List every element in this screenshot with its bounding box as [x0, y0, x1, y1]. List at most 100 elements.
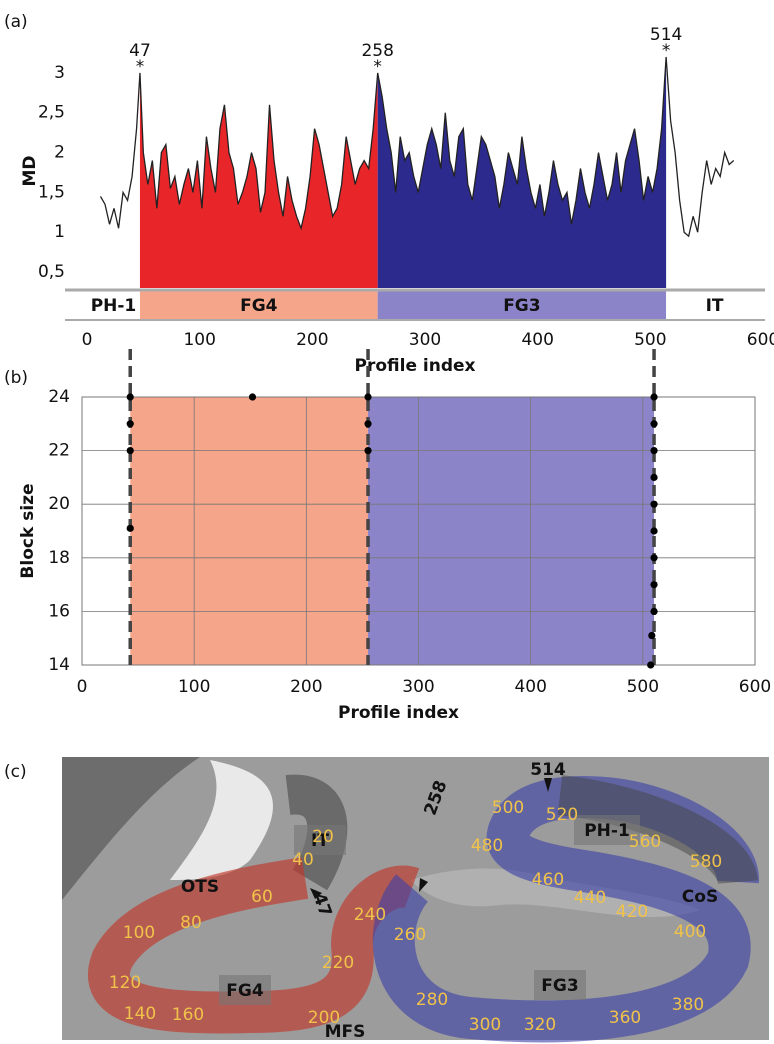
x-tick-label: 0 — [77, 677, 88, 697]
it-ribbon — [285, 774, 348, 891]
region-band — [87, 290, 140, 320]
label-box — [534, 970, 586, 1000]
region-shade — [368, 397, 655, 665]
x-tick-label: 200 — [290, 677, 322, 697]
point — [126, 420, 134, 428]
region-band — [666, 290, 763, 320]
white-matter — [410, 868, 700, 917]
index-label: 500 — [492, 798, 524, 818]
x-axis-title: Profile index — [338, 703, 459, 723]
index-label: 240 — [354, 905, 386, 925]
y-tick-label: 16 — [48, 601, 70, 621]
peak-star: * — [136, 57, 145, 77]
arrowhead — [419, 878, 428, 892]
region-label: FG3 — [503, 296, 540, 316]
label-box — [294, 825, 346, 855]
region-label: FG3 — [541, 976, 578, 996]
point — [650, 554, 658, 562]
index-label: 480 — [471, 836, 503, 856]
point — [650, 447, 658, 455]
index-label: 200 — [308, 1008, 340, 1028]
peak-star: * — [373, 57, 382, 77]
index-label: 520 — [546, 805, 578, 825]
point — [364, 393, 372, 401]
x-tick-label: 100 — [183, 330, 215, 350]
point — [648, 631, 656, 640]
region-shade — [130, 397, 369, 665]
ph1-ribbon — [557, 775, 758, 887]
point — [650, 607, 658, 616]
y-tick-label: 3 — [54, 63, 65, 83]
index-label: 420 — [616, 902, 648, 922]
index-label: 140 — [124, 1004, 156, 1024]
x-tick-label: 200 — [296, 330, 328, 350]
point — [126, 524, 134, 532]
peak-star: * — [662, 41, 671, 61]
index-label: 400 — [674, 922, 706, 942]
y-tick-label: 1 — [54, 222, 65, 242]
plot-border — [81, 396, 756, 666]
x-tick-label: 300 — [409, 330, 441, 350]
index-label: 560 — [629, 832, 661, 852]
index-label: 380 — [672, 995, 704, 1015]
index-label: 280 — [416, 990, 448, 1010]
point — [364, 420, 372, 428]
brain-image — [62, 757, 769, 1043]
x-tick-label: 0 — [82, 330, 93, 350]
y-axis-title: MD — [20, 155, 40, 186]
region-label: FG4 — [240, 296, 278, 316]
index-label: 580 — [690, 852, 722, 872]
y-tick-label: 2,5 — [38, 103, 65, 123]
area-fill — [139, 72, 378, 288]
index-label: 260 — [394, 925, 426, 945]
point — [650, 527, 658, 535]
y-tick-label: 2 — [54, 143, 65, 163]
panel-label: (a) — [4, 12, 28, 32]
region-label: PH-1 — [91, 296, 137, 316]
index-label: 60 — [251, 887, 273, 907]
index-label: 100 — [123, 923, 155, 943]
point — [248, 393, 257, 401]
region-band — [139, 290, 378, 320]
index-label: 300 — [469, 1015, 501, 1035]
x-tick-label: 100 — [178, 677, 210, 697]
y-tick-label: 24 — [48, 387, 70, 407]
region-label: FG4 — [226, 981, 264, 1001]
index-label: 220 — [322, 953, 354, 973]
panel-label: (c) — [4, 762, 27, 782]
index-label: 160 — [172, 1005, 204, 1025]
arrowhead — [310, 888, 322, 899]
peak-label: 47 — [129, 41, 151, 61]
peak-marker: 514 — [530, 760, 566, 780]
arrowhead — [544, 778, 552, 792]
y-axis-title: Block size — [18, 483, 38, 578]
y-tick-label: 18 — [48, 548, 70, 568]
index-label: 320 — [524, 1015, 556, 1035]
dark-tissue — [62, 757, 200, 900]
sulcus — [170, 760, 273, 880]
point — [650, 420, 658, 428]
index-label: 360 — [609, 1008, 641, 1028]
index-label: 440 — [574, 888, 606, 908]
point — [650, 500, 658, 508]
label-box — [219, 975, 271, 1005]
index-label: 460 — [532, 870, 564, 890]
peak-label: 258 — [361, 41, 393, 61]
point — [647, 661, 655, 669]
panel-label: (b) — [4, 368, 28, 388]
region-label: IT — [311, 831, 329, 851]
x-tick-label: 400 — [514, 677, 546, 697]
area-fill — [377, 56, 667, 289]
landmark-label: OTS — [181, 877, 219, 897]
x-tick-label: 600 — [747, 330, 774, 350]
y-tick-label: 14 — [48, 655, 70, 675]
peak-label: 514 — [650, 25, 682, 45]
index-label: 80 — [180, 913, 202, 933]
point — [650, 393, 658, 401]
x-tick-label: 300 — [402, 677, 434, 697]
region-label: PH-1 — [584, 821, 630, 841]
x-axis-title: Profile index — [355, 356, 476, 376]
y-tick-label: 1,5 — [38, 182, 65, 202]
y-tick-label: 0,5 — [38, 262, 65, 282]
